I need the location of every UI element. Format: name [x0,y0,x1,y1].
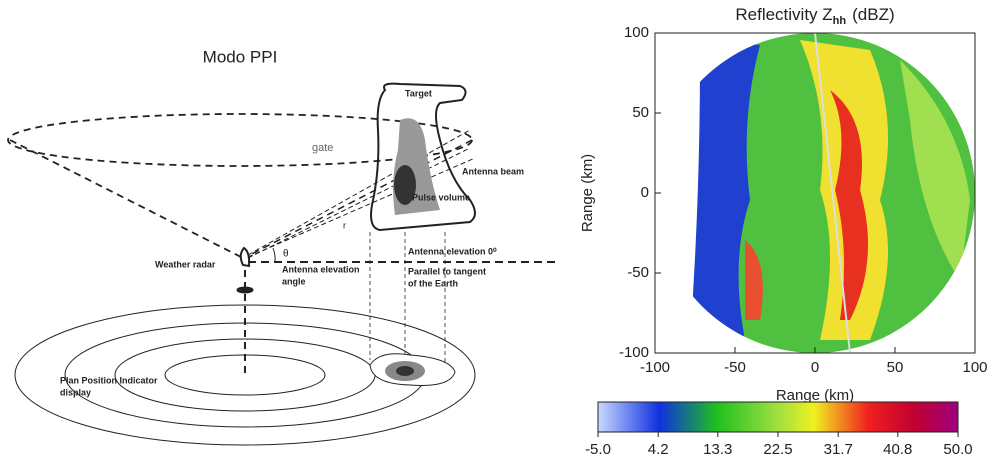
colorbar-tick-label: 50.0 [943,441,972,458]
colorbar-tick-label: 40.8 [883,441,912,458]
label: gate [312,142,333,154]
label: Antenna elevation [282,264,360,274]
figure: Modo PPI Target gate Antenna beam Pulse … [0,0,998,464]
label: of the Earth [408,278,458,288]
title-main: Reflectivity Z [735,5,832,24]
y-tick-label: 50 [632,104,649,121]
colorbar-tick-label: 4.2 [648,441,669,458]
colorbar-tick-label: 22.5 [763,441,792,458]
colorbar-tick-label: 31.7 [824,441,853,458]
label: Weather radar [155,259,216,269]
x-axis-label: Range (km) [776,387,854,404]
y-axis-label: Range (km) [579,154,596,232]
x-tick-label: 0 [811,359,819,376]
colorbar-tick-label: 13.3 [703,441,732,458]
label: Plan Position Indicator [60,375,158,385]
label: Antenna elevation 0⁰ [408,246,497,256]
radar-field [690,30,985,360]
label: Parallel to tangent [408,266,486,276]
x-tick-label: 100 [962,359,987,376]
title-unit: (dBZ) [852,5,895,24]
x-tick-label: 50 [887,359,904,376]
radar-dish [241,248,249,266]
title-sub: hh [833,15,847,27]
angle-arc [273,248,275,262]
label: display [60,387,91,397]
beam-line [248,158,475,257]
label: θ [283,249,289,260]
label: r [343,220,346,230]
diagram-title: Modo PPI [203,47,278,66]
x-tick-label: -50 [724,359,746,376]
y-tick-label: -100 [619,344,649,361]
y-tick-label: 0 [641,184,649,201]
label: angle [282,276,306,286]
label: Pulse volume [412,192,470,202]
label: Target [405,88,432,98]
echo-core [396,366,414,376]
colorbar-tick-label: -5.0 [585,441,611,458]
y-tick-label: 100 [624,24,649,41]
y-tick-label: -50 [627,264,649,281]
ppi-diagram: Modo PPI Target gate Antenna beam Pulse … [8,47,560,445]
colorbar [598,402,958,432]
x-tick-label: -100 [640,359,670,376]
label: Antenna beam [462,166,524,176]
radar-title: Reflectivity Zhh (dBZ) [735,5,894,26]
cone-line [10,140,243,258]
